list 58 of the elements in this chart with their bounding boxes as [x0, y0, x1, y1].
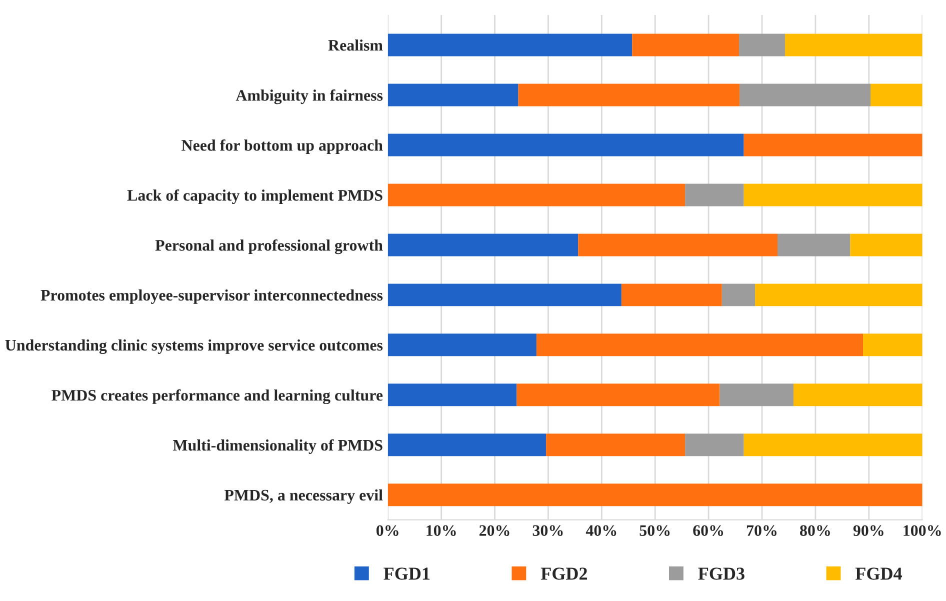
y-tick-label: PMDS, a necessary evil	[224, 489, 383, 504]
x-tick-label: 30%	[532, 525, 563, 536]
y-tick-label: Need for bottom up approach	[182, 139, 383, 154]
x-tick-label: 70%	[746, 525, 776, 536]
bar	[388, 434, 546, 456]
x-tick-label: 100%	[904, 525, 941, 536]
x-tick-label: 10%	[426, 525, 456, 536]
x-tick-label: 20%	[479, 525, 510, 536]
y-tick-label: Realism	[328, 39, 383, 51]
y-tick-label: Promotes employee-supervisor interconnectedness	[40, 289, 383, 304]
x-tick-label: 60%	[693, 525, 724, 536]
y-tick-label: Ambiguity in fairness	[236, 89, 383, 104]
bar	[621, 284, 722, 306]
bar	[870, 84, 922, 106]
bar	[388, 234, 578, 256]
legend-label: FGD2	[540, 568, 587, 580]
legend-label: FGD3	[698, 568, 744, 580]
bar	[388, 34, 632, 56]
bar	[740, 84, 871, 106]
bar	[739, 34, 785, 56]
bar	[388, 84, 518, 106]
bar	[850, 234, 922, 256]
bar	[778, 234, 850, 256]
y-tick-label: PMDS creates performance and learning culture	[52, 389, 383, 404]
bar	[685, 184, 744, 206]
y-tick-label: Personal and professional growth	[155, 239, 383, 254]
x-tick-label: 80%	[800, 525, 830, 536]
bar	[388, 184, 686, 206]
bar	[722, 284, 756, 306]
y-tick-label: Understanding clinic systems improve service outcomes	[5, 339, 383, 354]
bar	[388, 484, 922, 506]
bar	[794, 384, 922, 406]
bar	[388, 334, 536, 356]
bar	[784, 34, 922, 56]
x-tick-label: 90%	[853, 525, 884, 536]
bar	[536, 334, 864, 356]
bar	[546, 434, 686, 456]
legend-label: FGD1	[384, 568, 430, 580]
bar	[755, 284, 922, 306]
bar	[388, 384, 517, 406]
bar	[720, 384, 794, 406]
bar	[388, 284, 622, 306]
x-tick-label: 50%	[640, 525, 670, 536]
bar	[518, 84, 740, 106]
bar	[744, 434, 922, 456]
bar	[388, 134, 744, 156]
bar	[632, 34, 740, 56]
bar	[516, 384, 720, 406]
y-tick-label: Lack of capacity to implement PMDS	[127, 189, 382, 204]
bar	[744, 184, 922, 206]
bar	[685, 434, 744, 456]
legend-label: FGD4	[855, 568, 902, 580]
bar	[744, 134, 922, 156]
x-tick-label: 0%	[376, 525, 398, 536]
bar	[578, 234, 778, 256]
y-tick-label: Multi-dimensionality of PMDS	[172, 439, 382, 454]
x-tick-label: 40%	[586, 525, 616, 536]
bar	[863, 334, 922, 356]
